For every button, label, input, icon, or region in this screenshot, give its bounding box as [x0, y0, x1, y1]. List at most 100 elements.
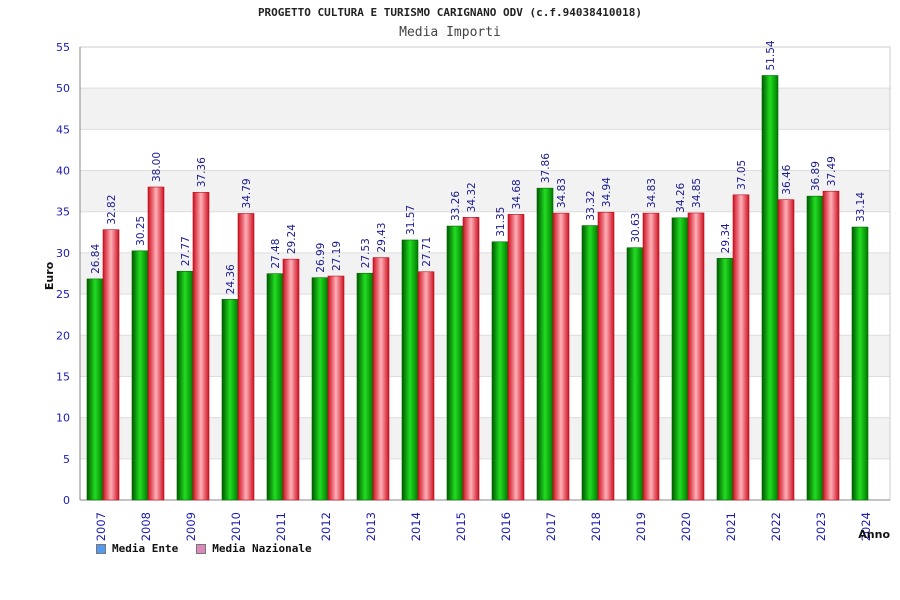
bar-nazionale-2016 [507, 214, 525, 501]
legend-item-nazionale: Media Nazionale [196, 542, 312, 555]
y-tick-label: 35 [56, 206, 70, 219]
data-label: 34.79 [241, 178, 253, 208]
y-tick-labels: 0 5 10 15 20 25 30 35 40 45 50 55 [56, 41, 70, 507]
data-labels: 26.84 32.82 30.25 38.00 27.77 37.36 24.36 34.79… [90, 40, 867, 294]
chart-subtitle: Media Importi [399, 25, 501, 40]
x-tick-label: 2009 [184, 512, 198, 541]
bar-nazionale-2011 [282, 258, 300, 501]
data-label: 27.53 [360, 238, 372, 268]
x-tick-label: 2015 [454, 512, 468, 541]
x-tick-label: 2014 [409, 512, 423, 541]
data-label: 26.99 [315, 243, 327, 273]
data-label: 37.86 [540, 153, 552, 183]
bar-nazionale-2020 [687, 212, 705, 501]
data-label: 34.32 [466, 182, 478, 212]
bar-nazionale-2015 [462, 217, 480, 501]
bar-nazionale-2009 [192, 191, 210, 501]
bar-ente-2014 [401, 239, 419, 501]
y-tick-label: 10 [56, 412, 70, 425]
chart-title: PROGETTO CULTURA E TURISMO CARIGNANO ODV… [257, 6, 643, 19]
data-label: 34.94 [601, 177, 613, 207]
bar-ente-2011 [266, 273, 284, 501]
axes [79, 46, 891, 501]
data-label: 37.49 [826, 156, 838, 186]
legend-item-ente: Media Ente [96, 542, 178, 555]
x-tick-labels: 2007 2008 2009 2010 2011 2012 2013 2014 2015 2016… [94, 512, 873, 541]
x-tick-label: 2011 [274, 512, 288, 541]
bar-nazionale-2023 [822, 190, 840, 501]
x-tick-label: 2019 [634, 512, 648, 541]
data-label: 36.89 [810, 161, 822, 191]
bar-ente-2008 [131, 250, 149, 501]
x-tick-label: 2016 [499, 512, 513, 541]
data-label: 31.57 [405, 205, 417, 235]
bar-ente-2009 [176, 270, 194, 501]
y-tick-label: 20 [56, 329, 70, 342]
bar-nazionale-2008 [147, 186, 165, 501]
x-tick-label: 2013 [364, 512, 378, 541]
data-label: 34.68 [511, 179, 523, 209]
data-label: 27.19 [331, 241, 343, 271]
bar-ente-2010 [221, 299, 239, 501]
data-label: 34.85 [691, 178, 703, 208]
grid-band [80, 417, 890, 459]
y-tick-label: 55 [56, 41, 70, 54]
data-label: 37.05 [736, 160, 748, 190]
x-tick-label: 2023 [814, 512, 828, 541]
bar-nazionale-2021 [732, 194, 750, 501]
bar-nazionale-2010 [237, 213, 255, 501]
bar-ente-2021 [716, 258, 734, 501]
data-label: 33.32 [585, 191, 597, 221]
x-tick-label: 2020 [679, 512, 693, 541]
legend: Media Ente Media Nazionale [96, 542, 312, 555]
x-tick-label: 2024 [859, 512, 873, 541]
x-tick-label: 2022 [769, 512, 783, 541]
data-label: 33.14 [855, 192, 867, 222]
y-tick-label: 50 [56, 82, 70, 95]
bar-nazionale-2019 [642, 212, 660, 501]
grid-band [80, 252, 890, 295]
x-tick-label: 2017 [544, 512, 558, 541]
y-tick-label: 15 [56, 370, 70, 383]
x-tick-label: 2018 [589, 512, 603, 541]
grid-bands [80, 88, 890, 459]
bar-nazionale-2007 [102, 229, 120, 501]
x-tick-label: 2012 [319, 512, 333, 541]
bar-nazionale-2018 [597, 211, 615, 501]
data-label: 33.26 [450, 191, 462, 221]
data-label: 34.26 [675, 182, 687, 212]
legend-swatch-nazionale [196, 543, 207, 554]
data-label: 30.63 [630, 213, 642, 243]
bars [86, 75, 869, 501]
bar-ente-2023 [806, 195, 824, 501]
bar-nazionale-2014 [417, 271, 435, 501]
bar-ente-2018 [581, 225, 599, 501]
bar-ente-2012 [311, 277, 329, 501]
bar-ente-2017 [536, 187, 554, 501]
data-label: 31.35 [495, 207, 507, 237]
data-label: 34.83 [646, 178, 658, 208]
data-label: 29.24 [286, 224, 298, 254]
bar-ente-2016 [491, 241, 509, 501]
bar-ente-2007 [86, 278, 104, 501]
data-label: 29.43 [376, 223, 388, 253]
grid-band [80, 335, 890, 377]
y-axis-label: Euro [43, 261, 56, 290]
data-label: 27.48 [270, 239, 282, 269]
data-label: 34.83 [556, 178, 568, 208]
y-tick-label: 30 [56, 247, 70, 260]
y-tick-label: 5 [63, 453, 70, 466]
data-label: 51.54 [765, 40, 777, 70]
bar-ente-2013 [356, 272, 374, 501]
bar-ente-2020 [671, 217, 689, 501]
grid-band [80, 170, 890, 212]
data-label: 27.77 [180, 236, 192, 266]
data-label: 27.71 [421, 237, 433, 267]
x-tick-label: 2008 [139, 512, 153, 541]
legend-swatch-ente [96, 543, 106, 554]
y-tick-label: 0 [63, 494, 70, 507]
bar-ente-2024 [851, 226, 869, 501]
y-tick-label: 45 [56, 123, 70, 136]
